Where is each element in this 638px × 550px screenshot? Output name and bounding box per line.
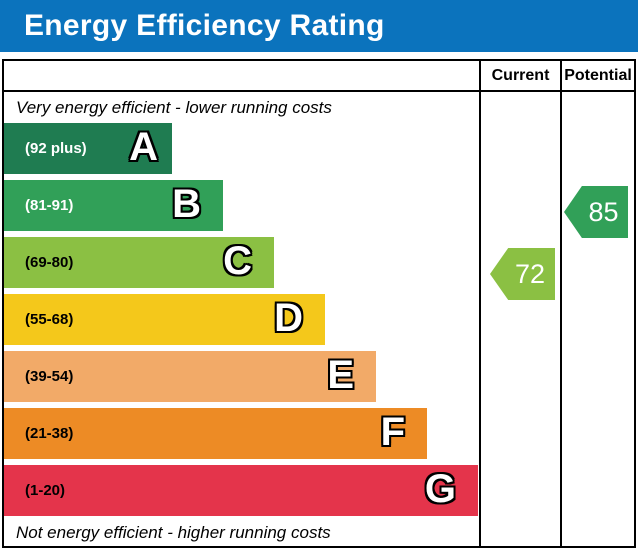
- potential-rating-value: 85: [588, 196, 619, 227]
- band-e: (39-54) E: [4, 351, 376, 402]
- current-column-header: Current: [491, 66, 550, 84]
- band-g-letter: G: [424, 467, 456, 511]
- potential-column-header: Potential: [564, 66, 632, 84]
- rating-table: Current Potential Very energy efficient …: [2, 59, 636, 548]
- header-row-divider: [4, 90, 634, 92]
- band-d: (55-68) D: [4, 294, 325, 345]
- band-a-letter: A: [129, 125, 158, 169]
- band-f: (21-38) F: [4, 408, 427, 459]
- band-g-range: (1-20): [25, 482, 66, 499]
- band-a: (92 plus) A: [4, 123, 172, 174]
- band-c-range: (69-80): [25, 254, 74, 271]
- band-e-range: (39-54): [25, 368, 74, 385]
- current-column-divider: [479, 61, 481, 546]
- band-d-letter: D: [274, 296, 303, 340]
- current-rating-value: 72: [514, 258, 546, 289]
- band-b-letter: B: [172, 182, 201, 226]
- band-d-range: (55-68): [25, 311, 74, 328]
- band-b-range: (81-91): [25, 197, 74, 214]
- title-bar: Energy Efficiency Rating: [0, 0, 638, 52]
- band-f-letter: F: [380, 410, 405, 454]
- top-caption: Very energy efficient - lower running co…: [16, 98, 332, 117]
- bottom-caption: Not energy efficient - higher running co…: [16, 523, 331, 542]
- band-c: (69-80) C: [4, 237, 274, 288]
- band-b: (81-91) B: [4, 180, 223, 231]
- potential-column-divider: [560, 61, 562, 546]
- page-title: Energy Efficiency Rating: [24, 9, 385, 42]
- band-g: (1-20) G: [4, 465, 478, 516]
- band-e-letter: E: [327, 353, 354, 397]
- band-f-range: (21-38): [25, 425, 74, 442]
- band-c-letter: C: [223, 239, 252, 283]
- band-a-range: (92 plus): [25, 140, 87, 157]
